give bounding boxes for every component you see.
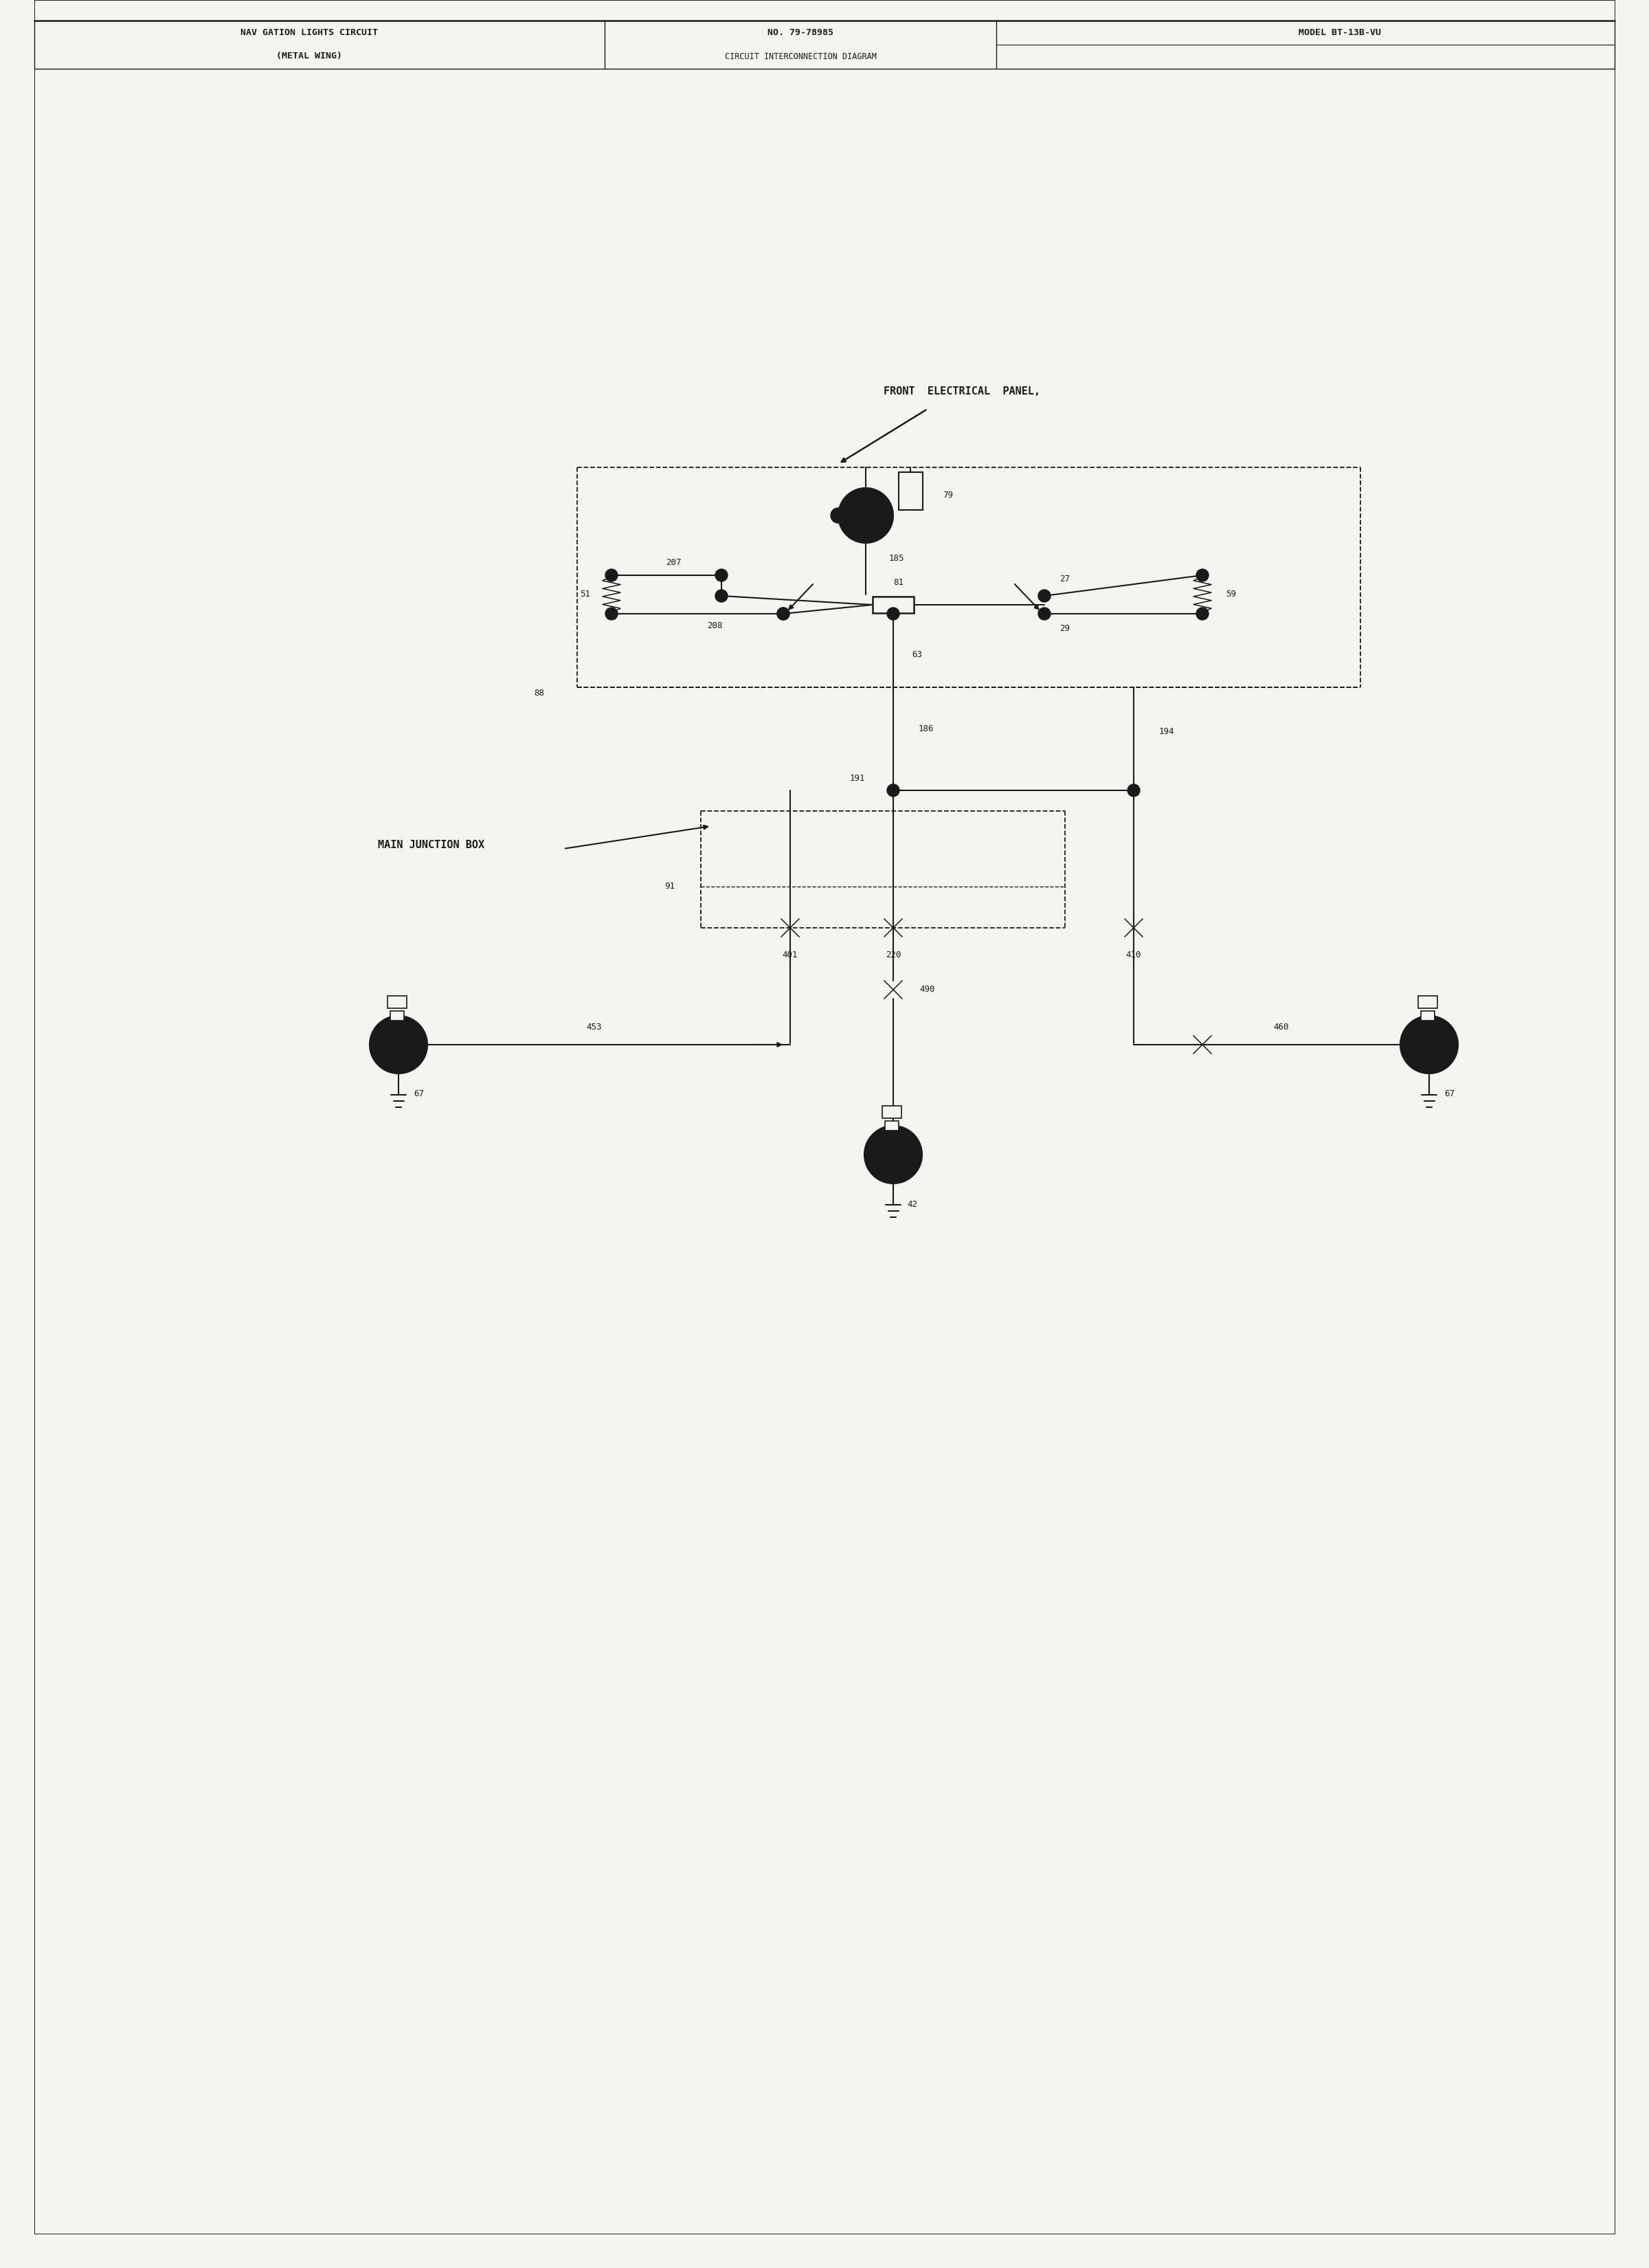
Circle shape: [831, 508, 846, 524]
Text: MODEL BT-13B-VU: MODEL BT-13B-VU: [1299, 29, 1382, 39]
Circle shape: [716, 569, 727, 581]
Circle shape: [838, 488, 894, 542]
Bar: [1418, 996, 1438, 1009]
Bar: [872, 596, 914, 612]
Text: 453: 453: [587, 1023, 602, 1032]
Text: 220: 220: [886, 950, 900, 959]
Text: 186: 186: [918, 723, 933, 733]
Text: 401: 401: [782, 950, 798, 959]
Circle shape: [605, 569, 618, 581]
Text: 81: 81: [894, 578, 904, 587]
Circle shape: [1039, 608, 1050, 619]
Text: 185: 185: [889, 553, 904, 562]
Circle shape: [777, 608, 790, 619]
Text: 460: 460: [1273, 1023, 1290, 1032]
Bar: [886, 1120, 899, 1129]
Text: 59: 59: [1227, 590, 1237, 599]
Text: 79: 79: [943, 490, 953, 499]
Circle shape: [864, 1125, 922, 1184]
Circle shape: [1196, 608, 1209, 619]
Text: 68: 68: [392, 1039, 404, 1050]
Text: 68: 68: [1423, 1039, 1435, 1050]
Text: 88: 88: [534, 687, 544, 696]
Circle shape: [777, 608, 790, 619]
Bar: [899, 472, 922, 510]
Text: FRONT  ELECTRICAL  PANEL,: FRONT ELECTRICAL PANEL,: [884, 386, 1041, 397]
Text: 51: 51: [580, 590, 590, 599]
Circle shape: [716, 590, 727, 601]
Circle shape: [1196, 569, 1209, 581]
Text: 32: 32: [887, 1150, 899, 1159]
Text: 27: 27: [1060, 574, 1070, 583]
Text: 63: 63: [912, 651, 922, 658]
Text: 42: 42: [907, 1200, 917, 1209]
Bar: [882, 1107, 902, 1118]
Bar: [388, 996, 407, 1009]
Text: CIRCUIT INTERCONNECTION DIAGRAM: CIRCUIT INTERCONNECTION DIAGRAM: [724, 52, 876, 61]
Text: 47: 47: [862, 510, 876, 522]
Text: 208: 208: [707, 621, 722, 631]
Text: MAIN JUNCTION BOX: MAIN JUNCTION BOX: [378, 839, 485, 850]
Circle shape: [1039, 590, 1050, 601]
Text: (METAL WING): (METAL WING): [277, 52, 343, 61]
Text: NAV GATION LIGHTS CIRCUIT: NAV GATION LIGHTS CIRCUIT: [241, 29, 378, 39]
Circle shape: [887, 608, 899, 619]
Text: NO. 79-78985: NO. 79-78985: [767, 29, 833, 39]
Circle shape: [1128, 785, 1139, 796]
Text: 191: 191: [849, 773, 866, 782]
Text: 410: 410: [1126, 950, 1141, 959]
Bar: [391, 1012, 404, 1021]
Circle shape: [605, 608, 618, 619]
Text: 67: 67: [414, 1089, 424, 1098]
Text: 207: 207: [666, 558, 681, 567]
Text: 490: 490: [920, 984, 935, 993]
Text: 29: 29: [1060, 624, 1070, 633]
Bar: [1421, 1012, 1435, 1021]
Text: 67: 67: [1445, 1089, 1454, 1098]
Text: 91: 91: [665, 882, 674, 891]
Circle shape: [1400, 1016, 1458, 1073]
Circle shape: [887, 785, 899, 796]
Text: 194: 194: [1159, 728, 1174, 737]
Circle shape: [369, 1016, 427, 1073]
